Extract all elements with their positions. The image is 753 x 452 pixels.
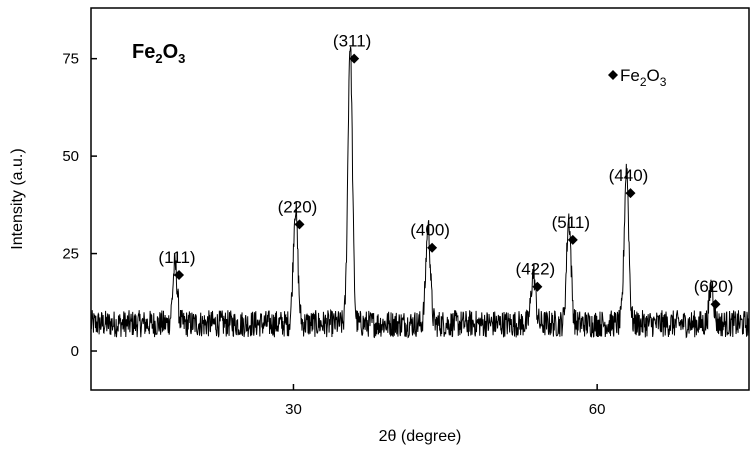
peak-label: (422)	[516, 260, 556, 279]
peak-label: (620)	[694, 277, 734, 296]
peak-marker-diamond-icon	[294, 219, 305, 230]
peak-label: (111)	[158, 248, 195, 267]
plot-frame	[90, 7, 750, 391]
legend-diamond-icon	[608, 70, 618, 80]
x-axis-title: 2θ (degree)	[379, 428, 462, 445]
y-tick-label: 0	[71, 343, 79, 360]
sample-title: Fe2O3	[132, 41, 185, 66]
peak-marker-diamond-icon	[625, 188, 636, 199]
peak-label: (440)	[609, 166, 649, 185]
peak-label: (400)	[410, 221, 450, 240]
peak-marker-diamond-icon	[567, 234, 578, 245]
peak-marker-diamond-icon	[427, 242, 438, 253]
ticks-group: 30 60 0 25 50 75	[62, 51, 605, 418]
legend-label: Fe2O3	[620, 66, 667, 89]
peak-label: (220)	[278, 197, 318, 216]
peak-marker-diamond-icon	[349, 53, 360, 64]
y-tick-label: 75	[62, 51, 79, 68]
y-tick-label: 25	[62, 246, 79, 263]
y-tick-label: 50	[62, 148, 79, 165]
peaks-group: (111) (220) (311) (400) (422) (511) (440) (620)	[158, 32, 733, 310]
x-tick-label: 60	[589, 401, 606, 418]
series-group	[91, 46, 749, 339]
xrd-series-line	[91, 46, 749, 339]
y-axis-title: Intensity (a.u.)	[9, 148, 26, 249]
peak-label: (311)	[333, 32, 371, 51]
peak-marker-diamond-icon	[532, 281, 543, 292]
legend: Fe2O3	[608, 66, 667, 89]
peak-marker-diamond-icon	[174, 270, 185, 281]
x-tick-label: 30	[285, 401, 302, 418]
peak-marker-diamond-icon	[710, 299, 721, 310]
peak-label: (511)	[552, 213, 590, 232]
